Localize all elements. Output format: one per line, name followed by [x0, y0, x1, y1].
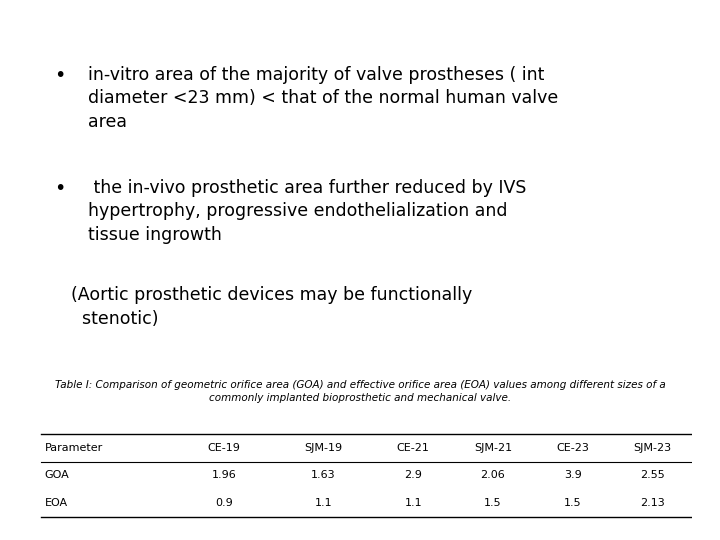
- Text: GOA: GOA: [45, 470, 69, 481]
- Text: 1.96: 1.96: [212, 470, 236, 481]
- Text: CE-19: CE-19: [207, 443, 240, 453]
- Text: 0.9: 0.9: [215, 498, 233, 508]
- Text: 1.1: 1.1: [315, 498, 332, 508]
- Text: •: •: [54, 179, 66, 198]
- Text: SJM-19: SJM-19: [305, 443, 343, 453]
- Text: •: •: [54, 66, 66, 85]
- Text: Table I: Comparison of geometric orifice area (GOA) and effective orifice area (: Table I: Comparison of geometric orifice…: [55, 380, 665, 403]
- Text: EOA: EOA: [45, 498, 68, 508]
- Text: Parameter: Parameter: [45, 443, 103, 453]
- Text: 3.9: 3.9: [564, 470, 582, 481]
- Text: 1.5: 1.5: [484, 498, 502, 508]
- Text: SJM-21: SJM-21: [474, 443, 512, 453]
- Text: (Aortic prosthetic devices may be functionally
  stenotic): (Aortic prosthetic devices may be functi…: [71, 286, 472, 328]
- Text: 2.06: 2.06: [480, 470, 505, 481]
- Text: 1.1: 1.1: [405, 498, 422, 508]
- Text: the in-vivo prosthetic area further reduced by IVS
hypertrophy, progressive endo: the in-vivo prosthetic area further redu…: [88, 179, 526, 244]
- Text: CE-23: CE-23: [556, 443, 589, 453]
- Text: 2.55: 2.55: [640, 470, 665, 481]
- Text: 2.13: 2.13: [640, 498, 665, 508]
- Text: 1.5: 1.5: [564, 498, 582, 508]
- Text: 1.63: 1.63: [311, 470, 336, 481]
- Text: SJM-23: SJM-23: [634, 443, 672, 453]
- Text: 2.9: 2.9: [404, 470, 422, 481]
- Text: CE-21: CE-21: [397, 443, 430, 453]
- Text: in-vitro area of the majority of valve prostheses ( int
diameter <23 mm) < that : in-vitro area of the majority of valve p…: [88, 66, 558, 131]
